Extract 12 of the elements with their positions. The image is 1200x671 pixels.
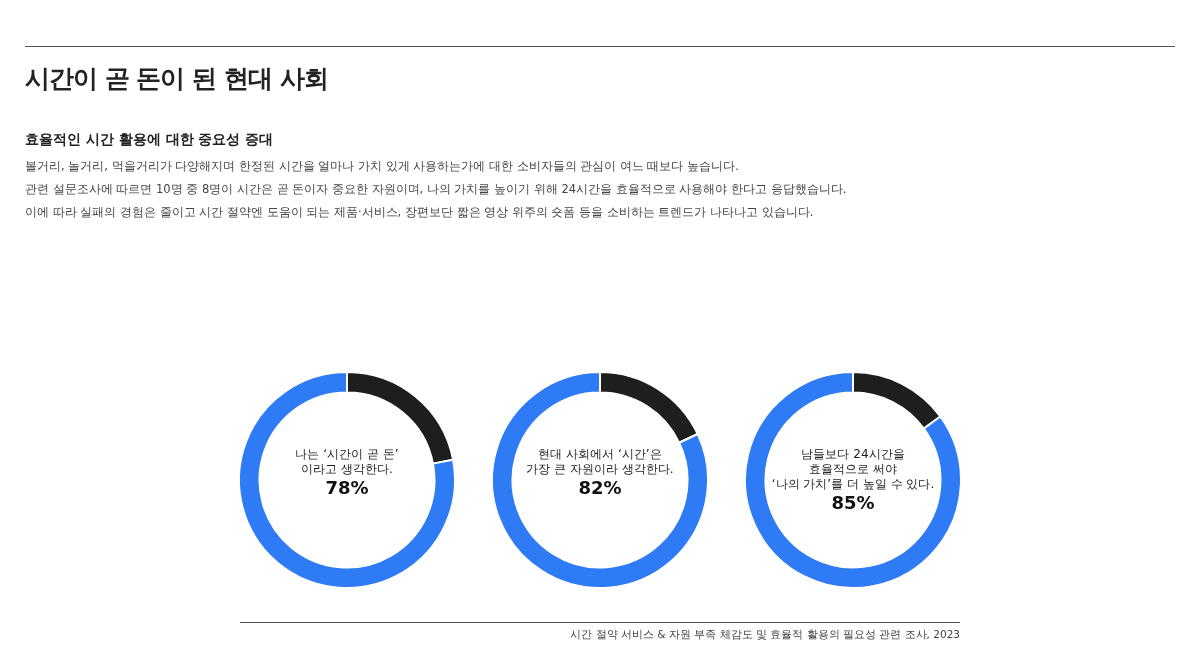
text: 효율적인 시간 활용에 대한 중요성 증대: [25, 131, 275, 149]
text: 나는 ‘시간이 곧 돈’ 이라고 생각한다.: [294, 447, 400, 477]
text: 볼거리, 놀거리, 먹을거리가 다양해지며 한정된 시간을 얼마나 가치 있게 사용하는가에 대한 소비자들의 관심이 여느 때보다 높습니다.: [25, 158, 740, 175]
text: 시간이 곧 돈이 된 현대 사회: [25, 63, 329, 95]
data-label: 82%: [578, 476, 622, 498]
text: 시간 절약 서비스 & 자원 부족 체감도 및 효율적 활용의 필요성 관련 조사, 2023: [240, 622, 960, 642]
data-label: 78%: [325, 476, 369, 498]
text: 남들보다 24시간을 효율적으로 써야 ‘나의 가치’를 더 높일 수 있다.: [770, 447, 936, 492]
text: 현대 사회에서 ‘시간’은 가장 큰 자원이라 생각한다.: [525, 447, 675, 477]
text: 이에 따라 실패의 경험은 줄이고 시간 절약엔 도움이 되는 제품·서비스, 장편보단 짧은 영상 위주의 숏폼 등을 소비하는 트렌드가 나타나고 있습니다.: [25, 204, 815, 221]
data-label: 85%: [831, 491, 875, 513]
text: 관련 설문조사에 따르면 10명 중 8명이 시간은 곧 돈이자 중요한 자원이며, 나의 가치를 높이기 위해 24시간을 효율적으로 사용해야 한다고 응답했습니다.: [25, 181, 848, 198]
